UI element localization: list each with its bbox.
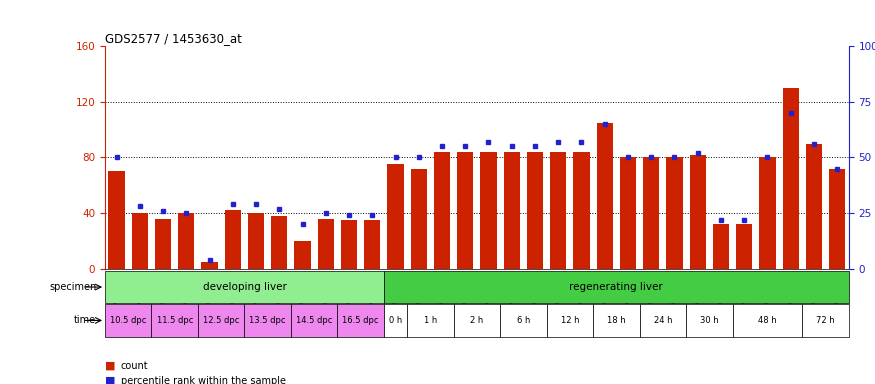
Bar — [248, 213, 264, 269]
Bar — [225, 210, 241, 269]
Bar — [384, 271, 849, 303]
Bar — [504, 152, 520, 269]
Bar — [573, 152, 590, 269]
Bar — [453, 304, 500, 337]
Bar — [620, 157, 636, 269]
Bar — [732, 304, 802, 337]
Text: percentile rank within the sample: percentile rank within the sample — [121, 376, 286, 384]
Bar — [500, 304, 547, 337]
Bar — [760, 157, 775, 269]
Text: 0 h: 0 h — [388, 316, 402, 325]
Text: 48 h: 48 h — [758, 316, 777, 325]
Text: 14.5 dpc: 14.5 dpc — [296, 316, 332, 325]
Bar — [713, 224, 729, 269]
Bar — [643, 157, 660, 269]
Bar — [806, 144, 822, 269]
Bar — [782, 88, 799, 269]
Text: 24 h: 24 h — [654, 316, 672, 325]
Text: 30 h: 30 h — [700, 316, 718, 325]
Bar — [151, 304, 198, 337]
Bar — [105, 304, 151, 337]
Text: time: time — [74, 315, 96, 326]
Text: 12.5 dpc: 12.5 dpc — [203, 316, 240, 325]
Text: 11.5 dpc: 11.5 dpc — [157, 316, 192, 325]
Bar — [294, 241, 311, 269]
Bar — [384, 304, 407, 337]
Bar — [198, 304, 244, 337]
Text: specimen: specimen — [49, 282, 96, 292]
Bar — [690, 155, 706, 269]
Bar — [434, 152, 450, 269]
Text: 16.5 dpc: 16.5 dpc — [342, 316, 379, 325]
Bar — [388, 164, 403, 269]
Bar — [341, 220, 357, 269]
Bar — [338, 304, 384, 337]
Bar — [290, 304, 338, 337]
Bar — [550, 152, 566, 269]
Text: ■: ■ — [105, 361, 116, 371]
Bar — [593, 304, 640, 337]
Bar — [364, 220, 381, 269]
Bar — [407, 304, 453, 337]
Bar — [640, 304, 686, 337]
Text: 2 h: 2 h — [470, 316, 484, 325]
Text: 12 h: 12 h — [561, 316, 579, 325]
Bar — [244, 304, 290, 337]
Text: 72 h: 72 h — [816, 316, 835, 325]
Bar — [802, 304, 849, 337]
Bar — [666, 157, 682, 269]
Bar — [597, 122, 612, 269]
Bar — [132, 213, 148, 269]
Text: 6 h: 6 h — [516, 316, 530, 325]
Bar — [547, 304, 593, 337]
Text: developing liver: developing liver — [202, 282, 286, 292]
Text: 10.5 dpc: 10.5 dpc — [110, 316, 146, 325]
Bar — [457, 152, 473, 269]
Text: ■: ■ — [105, 376, 116, 384]
Bar — [829, 169, 845, 269]
Text: 18 h: 18 h — [607, 316, 626, 325]
Text: count: count — [121, 361, 149, 371]
Bar — [271, 216, 288, 269]
Bar — [686, 304, 732, 337]
Text: 1 h: 1 h — [424, 316, 437, 325]
Bar — [105, 271, 384, 303]
Bar — [736, 224, 752, 269]
Bar — [108, 171, 125, 269]
Bar — [155, 219, 172, 269]
Bar — [318, 219, 334, 269]
Bar — [480, 152, 497, 269]
Bar — [201, 262, 218, 269]
Text: regenerating liver: regenerating liver — [570, 282, 663, 292]
Bar — [178, 213, 194, 269]
Text: 13.5 dpc: 13.5 dpc — [249, 316, 286, 325]
Bar — [410, 169, 427, 269]
Text: GDS2577 / 1453630_at: GDS2577 / 1453630_at — [105, 32, 242, 45]
Bar — [527, 152, 543, 269]
